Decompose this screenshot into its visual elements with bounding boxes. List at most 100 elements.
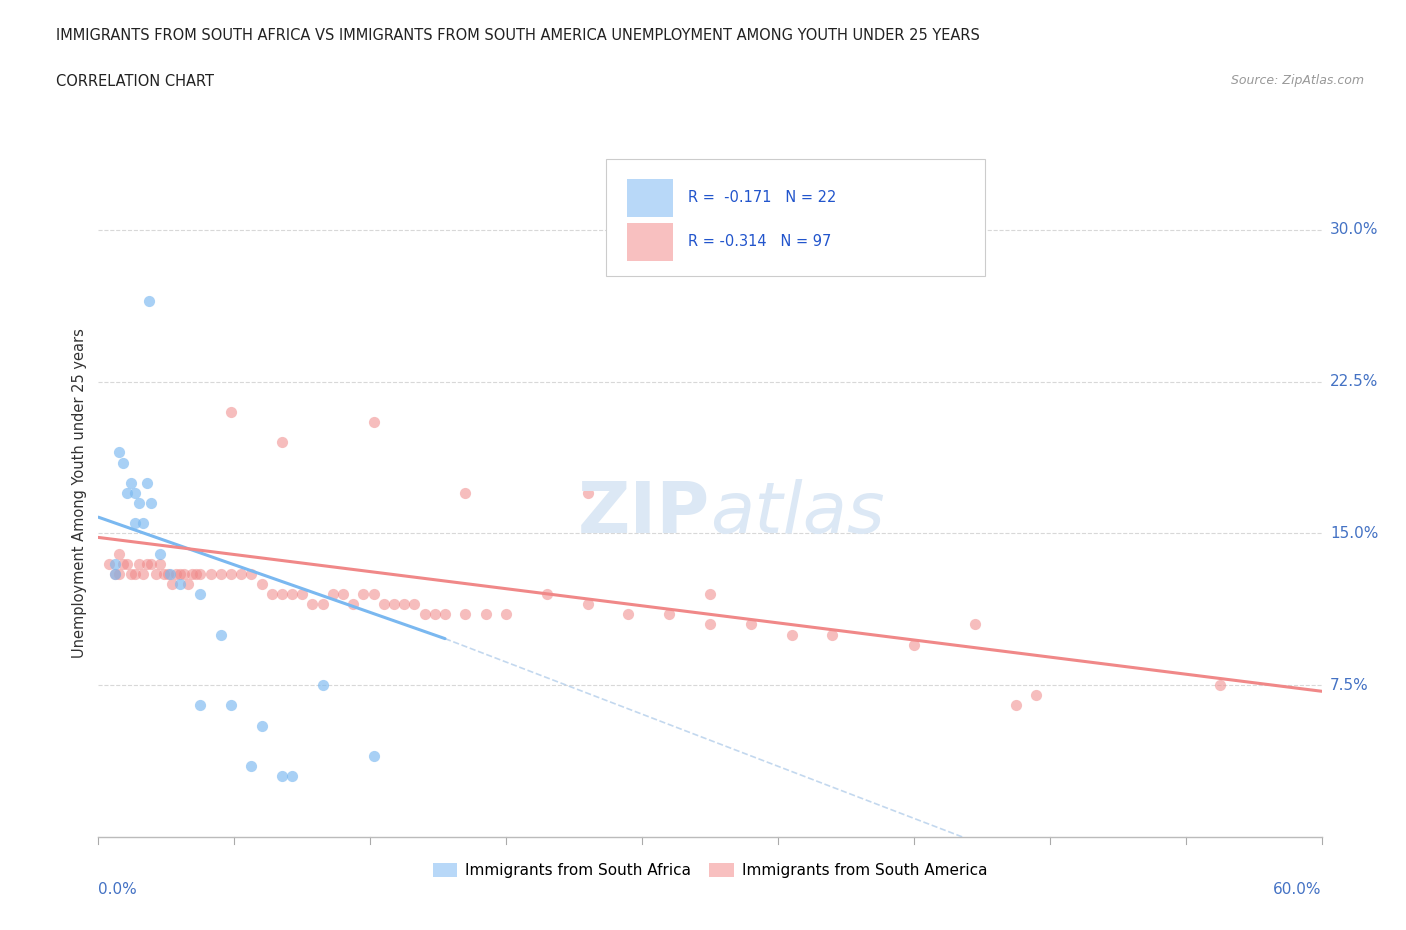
- Legend: Immigrants from South Africa, Immigrants from South America: Immigrants from South Africa, Immigrants…: [427, 857, 993, 884]
- Point: [128, 556, 150, 571]
- Point: [209, 566, 232, 581]
- Point: [240, 566, 263, 581]
- Point: [219, 405, 242, 419]
- Point: [108, 445, 131, 459]
- Point: [149, 556, 172, 571]
- Point: [115, 556, 138, 571]
- Point: [141, 556, 163, 571]
- Point: [413, 607, 436, 622]
- Point: [104, 566, 127, 581]
- Point: [219, 698, 242, 713]
- Point: [332, 587, 354, 602]
- Point: [188, 698, 212, 713]
- Text: R =  -0.171   N = 22: R = -0.171 N = 22: [688, 191, 837, 206]
- Point: [250, 577, 273, 591]
- Point: [1025, 688, 1047, 703]
- FancyBboxPatch shape: [606, 159, 986, 276]
- Text: 60.0%: 60.0%: [1274, 882, 1322, 897]
- Point: [152, 566, 174, 581]
- Point: [699, 617, 721, 631]
- Point: [699, 587, 721, 602]
- Point: [312, 597, 335, 612]
- Point: [169, 566, 191, 581]
- FancyBboxPatch shape: [627, 223, 673, 260]
- Point: [124, 485, 146, 500]
- Point: [903, 637, 925, 652]
- Point: [617, 607, 640, 622]
- Point: [536, 587, 558, 602]
- Point: [392, 597, 416, 612]
- Point: [136, 475, 159, 490]
- Point: [965, 617, 987, 631]
- Point: [104, 556, 127, 571]
- Point: [474, 607, 498, 622]
- Point: [270, 769, 294, 784]
- Point: [373, 597, 395, 612]
- Point: [111, 556, 134, 571]
- Point: [173, 566, 195, 581]
- Point: [111, 455, 134, 470]
- Text: 7.5%: 7.5%: [1330, 678, 1368, 693]
- Point: [108, 566, 131, 581]
- Point: [281, 769, 304, 784]
- Point: [576, 485, 599, 500]
- Point: [495, 607, 517, 622]
- Point: [821, 627, 844, 642]
- Point: [312, 678, 335, 693]
- Point: [104, 566, 127, 581]
- Point: [97, 556, 120, 571]
- Point: [141, 496, 163, 511]
- Point: [658, 607, 681, 622]
- Text: CORRELATION CHART: CORRELATION CHART: [56, 74, 214, 89]
- Point: [240, 759, 263, 774]
- Point: [322, 587, 344, 602]
- Text: 22.5%: 22.5%: [1330, 374, 1378, 389]
- Point: [169, 577, 191, 591]
- Point: [291, 587, 314, 602]
- Y-axis label: Unemployment Among Youth under 25 years: Unemployment Among Youth under 25 years: [72, 328, 87, 658]
- Point: [576, 597, 599, 612]
- Point: [181, 566, 204, 581]
- Text: ZIP: ZIP: [578, 479, 710, 548]
- Text: R = -0.314   N = 97: R = -0.314 N = 97: [688, 234, 831, 249]
- Point: [120, 566, 142, 581]
- FancyBboxPatch shape: [627, 179, 673, 217]
- Point: [138, 293, 160, 308]
- Point: [160, 577, 183, 591]
- Point: [363, 749, 385, 764]
- Point: [260, 587, 283, 602]
- Point: [382, 597, 405, 612]
- Point: [363, 587, 385, 602]
- Point: [250, 718, 273, 733]
- Point: [209, 627, 232, 642]
- Text: atlas: atlas: [710, 479, 884, 548]
- Text: Source: ZipAtlas.com: Source: ZipAtlas.com: [1230, 74, 1364, 87]
- Point: [108, 546, 131, 561]
- Text: IMMIGRANTS FROM SOUTH AFRICA VS IMMIGRANTS FROM SOUTH AMERICA UNEMPLOYMENT AMONG: IMMIGRANTS FROM SOUTH AFRICA VS IMMIGRAN…: [56, 28, 980, 43]
- Point: [188, 587, 212, 602]
- Point: [165, 566, 187, 581]
- Point: [149, 546, 172, 561]
- Point: [145, 566, 167, 581]
- Point: [352, 587, 374, 602]
- Point: [454, 607, 477, 622]
- Point: [1209, 678, 1232, 693]
- Point: [231, 566, 253, 581]
- Point: [404, 597, 426, 612]
- Point: [454, 485, 477, 500]
- Point: [124, 566, 146, 581]
- Point: [132, 516, 155, 531]
- Point: [186, 566, 208, 581]
- Point: [301, 597, 323, 612]
- Text: 30.0%: 30.0%: [1330, 222, 1378, 237]
- Text: 0.0%: 0.0%: [98, 882, 138, 897]
- Point: [219, 566, 242, 581]
- Point: [423, 607, 446, 622]
- Point: [200, 566, 222, 581]
- Point: [115, 485, 138, 500]
- Point: [124, 516, 146, 531]
- Point: [128, 496, 150, 511]
- Point: [270, 435, 294, 450]
- Point: [363, 415, 385, 430]
- Point: [156, 566, 179, 581]
